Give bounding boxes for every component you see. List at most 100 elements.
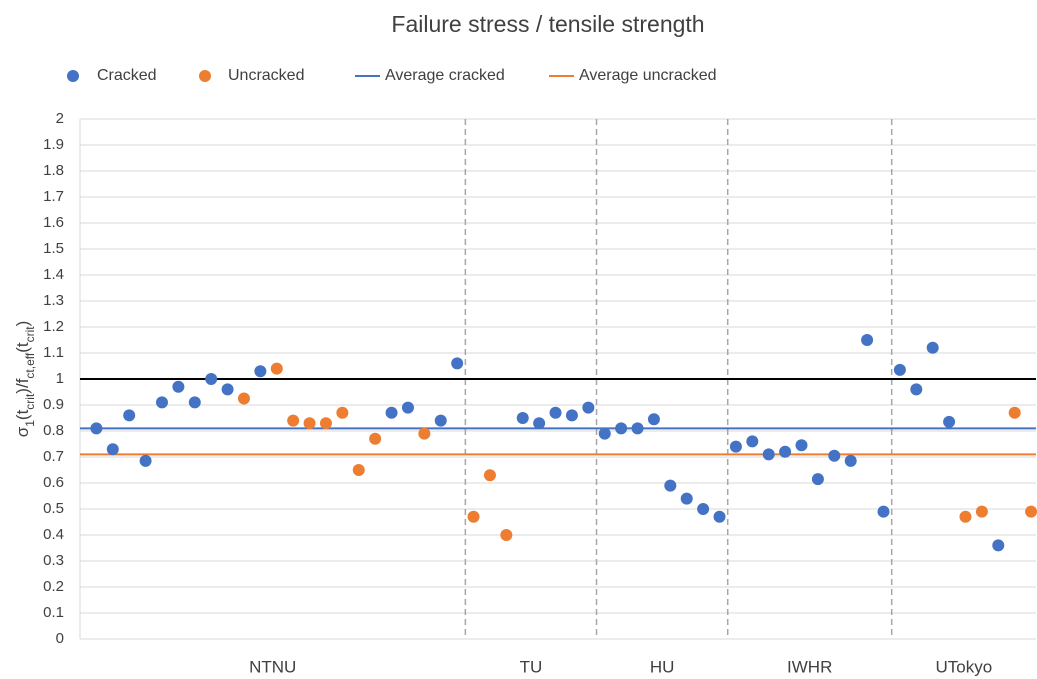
- group-label: TU: [520, 657, 543, 676]
- data-point: [221, 383, 234, 396]
- y-axis-label-part: crit: [23, 393, 37, 410]
- data-point: [893, 363, 906, 376]
- y-tick-label: 1.4: [43, 266, 64, 283]
- y-tick-label: 0.6: [43, 474, 64, 491]
- data-point: [155, 396, 168, 409]
- data-point: [779, 445, 792, 458]
- y-tick-label: 0.3: [43, 552, 64, 569]
- y-tick-label: 1.8: [43, 162, 64, 179]
- legend-label: Average cracked: [385, 67, 505, 84]
- y-axis-label-part: (t: [13, 342, 32, 353]
- data-point: [877, 505, 890, 518]
- data-point: [500, 529, 513, 541]
- data-point: [254, 365, 267, 378]
- data-point: [287, 414, 300, 427]
- data-point: [483, 469, 496, 482]
- y-axis-label-part: (t: [13, 409, 32, 420]
- y-tick-label: 1.7: [43, 188, 64, 205]
- data-point: [811, 473, 824, 486]
- y-tick-label: 0: [56, 630, 64, 647]
- data-point: [746, 435, 759, 448]
- data-point: [319, 417, 332, 430]
- group-label: HU: [650, 657, 675, 676]
- data-point: [549, 406, 562, 419]
- data-point: [106, 443, 119, 456]
- legend-marker: [199, 70, 211, 82]
- legend-label: Cracked: [97, 67, 157, 84]
- data-point: [828, 449, 841, 462]
- data-point: [565, 409, 578, 422]
- y-tick-label: 1.6: [43, 214, 64, 231]
- legend-label: Average uncracked: [579, 67, 717, 84]
- y-axis-label: σ1(tcrit)/fct,eff(tcrit): [13, 321, 37, 438]
- data-point: [697, 503, 710, 515]
- y-tick-label: 0.1: [43, 604, 64, 621]
- y-tick-label: 0.9: [43, 396, 64, 413]
- data-point: [680, 492, 693, 505]
- data-point: [664, 479, 677, 492]
- y-axis-label-part: crit: [23, 326, 37, 343]
- data-point: [385, 406, 398, 419]
- data-point: [582, 401, 595, 414]
- y-tick-label: 0.4: [43, 526, 64, 543]
- data-point: [303, 417, 316, 430]
- y-tick-label: 0.2: [43, 578, 64, 595]
- data-point: [795, 439, 808, 452]
- y-axis-label-part: 1: [23, 420, 37, 427]
- data-point: [237, 392, 250, 405]
- data-point: [90, 422, 103, 435]
- data-point: [172, 380, 185, 393]
- data-point: [205, 373, 218, 385]
- data-point: [434, 414, 447, 427]
- data-point: [647, 413, 660, 426]
- data-point: [533, 417, 546, 430]
- data-point: [959, 510, 972, 523]
- data-point: [516, 412, 529, 424]
- data-point: [926, 341, 939, 354]
- data-point: [352, 464, 365, 476]
- chart-title: Failure stress / tensile strength: [391, 11, 704, 37]
- y-axis-label-part: σ: [13, 426, 32, 437]
- y-tick-label: 1: [56, 370, 64, 387]
- y-axis-label-part: )/f: [13, 378, 32, 393]
- data-point: [975, 505, 988, 518]
- data-point: [910, 383, 923, 396]
- y-tick-label: 1.9: [43, 136, 64, 153]
- data-point: [188, 396, 201, 409]
- data-point: [418, 427, 431, 440]
- data-point: [123, 409, 136, 422]
- group-label: UTokyo: [936, 657, 993, 676]
- data-point: [615, 422, 628, 435]
- y-axis-label-part: ct,eff: [23, 352, 37, 378]
- y-tick-label: 2: [56, 110, 64, 127]
- y-tick-label: 1.3: [43, 292, 64, 309]
- legend-label: Uncracked: [228, 67, 304, 84]
- y-tick-label: 1.1: [43, 344, 64, 361]
- data-point: [336, 406, 349, 419]
- data-point: [270, 362, 283, 375]
- data-point: [631, 422, 644, 435]
- data-point: [139, 454, 152, 467]
- data-point: [401, 401, 414, 414]
- data-point: [844, 454, 857, 467]
- data-point: [1025, 505, 1037, 518]
- y-tick-label: 1.5: [43, 240, 64, 257]
- data-point: [713, 510, 726, 523]
- y-tick-label: 0.7: [43, 448, 64, 465]
- y-tick-label: 0.8: [43, 422, 64, 439]
- data-point: [467, 510, 480, 523]
- y-axis-label-part: ): [13, 321, 32, 327]
- data-point: [992, 539, 1005, 552]
- data-point: [861, 334, 874, 346]
- data-point: [1008, 406, 1021, 419]
- data-point: [943, 415, 956, 428]
- data-point: [598, 427, 611, 440]
- data-point: [451, 357, 464, 370]
- data-point: [762, 448, 775, 461]
- data-point: [369, 432, 382, 445]
- group-label: IWHR: [787, 657, 832, 676]
- group-label: NTNU: [249, 657, 296, 676]
- y-tick-label: 1.2: [43, 318, 64, 335]
- data-point: [729, 440, 742, 453]
